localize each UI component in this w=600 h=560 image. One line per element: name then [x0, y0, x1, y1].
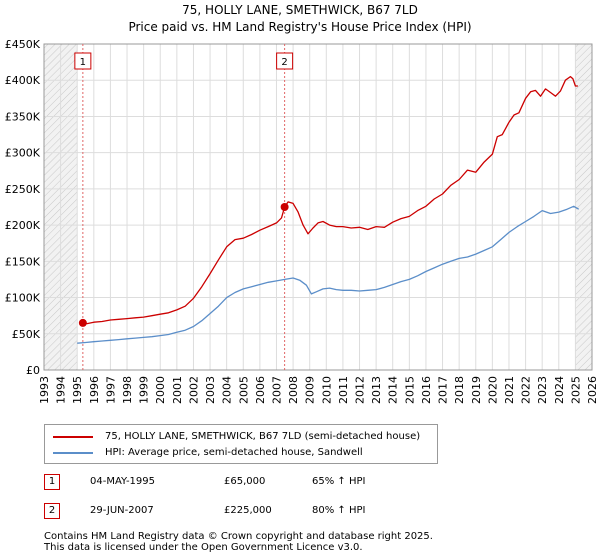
legend: 75, HOLLY LANE, SMETHWICK, B67 7LD (semi… — [44, 424, 438, 464]
hpi-line — [77, 205, 580, 344]
y-tick-label: £100K — [5, 292, 41, 305]
transaction-date: 29-JUN-2007 — [90, 505, 154, 516]
sale-point — [280, 203, 289, 211]
y-tick-label: £400K — [5, 74, 41, 87]
transaction-date: 04-MAY-1995 — [90, 476, 156, 487]
transaction-marker-badge: 1 — [44, 474, 60, 490]
transaction-price: £225,000 — [224, 505, 272, 516]
x-tick-label: 1995 — [71, 376, 84, 404]
sale-marker-box — [276, 52, 294, 70]
x-tick-label: 1993 — [38, 376, 51, 404]
x-tick-label: 2022 — [520, 376, 533, 404]
plot-area-border — [43, 43, 593, 371]
y-tick-label: £150K — [5, 255, 41, 268]
x-tick-label: 2019 — [470, 376, 483, 404]
x-tick-label: 2011 — [337, 376, 350, 404]
x-tick-label: 1996 — [88, 376, 101, 404]
x-tick-label: 2013 — [370, 376, 383, 404]
x-tick-label: 2001 — [171, 376, 184, 404]
x-tick-label: 2025 — [569, 376, 582, 404]
legend-hpi-label: HPI: Average price, semi-detached house,… — [105, 447, 363, 458]
transaction-marker-badge: 2 — [44, 503, 60, 519]
y-tick-label: £300K — [5, 147, 41, 160]
sale-point — [78, 318, 87, 327]
chart-title: 75, HOLLY LANE, SMETHWICK, B67 7LD — [182, 3, 418, 17]
x-tick-label: 2002 — [187, 376, 200, 404]
x-tick-label: 2026 — [586, 376, 599, 404]
legend-property-label: 75, HOLLY LANE, SMETHWICK, B67 7LD (semi… — [105, 431, 421, 442]
x-tick-label: 1998 — [121, 376, 134, 404]
x-tick-label: 2015 — [403, 376, 416, 404]
y-tick-label: £0 — [26, 364, 40, 377]
x-tick-label: 1997 — [104, 376, 117, 404]
x-tick-label: 2006 — [254, 376, 267, 404]
y-tick-label: £350K — [5, 110, 41, 123]
x-tick-label: 2000 — [154, 376, 167, 404]
sale-marker-label: 1 — [80, 57, 86, 68]
x-tick-label: 2018 — [453, 376, 466, 404]
x-tick-label: 2012 — [354, 376, 367, 404]
x-tick-label: 2020 — [486, 376, 499, 404]
x-tick-label: 2003 — [204, 376, 217, 404]
x-tick-label: 2009 — [304, 376, 317, 404]
x-tick-label: 2007 — [270, 376, 283, 404]
x-tick-label: 2010 — [320, 376, 333, 404]
y-tick-label: £50K — [12, 328, 41, 341]
x-tick-label: 2016 — [420, 376, 433, 404]
footer-copyright: Contains HM Land Registry data © Crown c… — [44, 531, 433, 542]
chart-subtitle: Price paid vs. HM Land Registry's House … — [128, 20, 471, 34]
footer: Contains HM Land Registry data © Crown c… — [44, 531, 584, 553]
sale-marker-box — [74, 52, 92, 70]
x-tick-label: 1999 — [138, 376, 151, 404]
price-chart: 75, HOLLY LANE, SMETHWICK, B67 7LD Price… — [5, 3, 599, 404]
x-tick-label: 2024 — [553, 376, 566, 404]
x-tick-label: 2017 — [437, 376, 450, 404]
hpi-line-swatch — [53, 452, 93, 454]
footer-licence: This data is licensed under the Open Gov… — [44, 542, 363, 553]
x-tick-label: 2005 — [237, 376, 250, 404]
x-tick-label: 2014 — [387, 376, 400, 404]
transaction-price: £65,000 — [224, 476, 266, 487]
y-tick-label: £450K — [5, 38, 41, 51]
x-tick-label: 2023 — [536, 376, 549, 404]
transaction-hpi-change: 80% ↑ HPI — [312, 505, 366, 516]
property-price-line — [82, 75, 578, 325]
x-tick-label: 2021 — [503, 376, 516, 404]
x-tick-label: 1994 — [55, 376, 68, 404]
x-tick-label: 2004 — [221, 376, 234, 404]
y-tick-label: £200K — [5, 219, 41, 232]
x-tick-label: 2008 — [287, 376, 300, 404]
transaction-hpi-change: 65% ↑ HPI — [312, 476, 366, 487]
hatched-region — [575, 44, 592, 370]
y-tick-label: £250K — [5, 183, 41, 196]
sale-marker-label: 2 — [281, 57, 287, 68]
property-line-swatch — [53, 436, 93, 438]
